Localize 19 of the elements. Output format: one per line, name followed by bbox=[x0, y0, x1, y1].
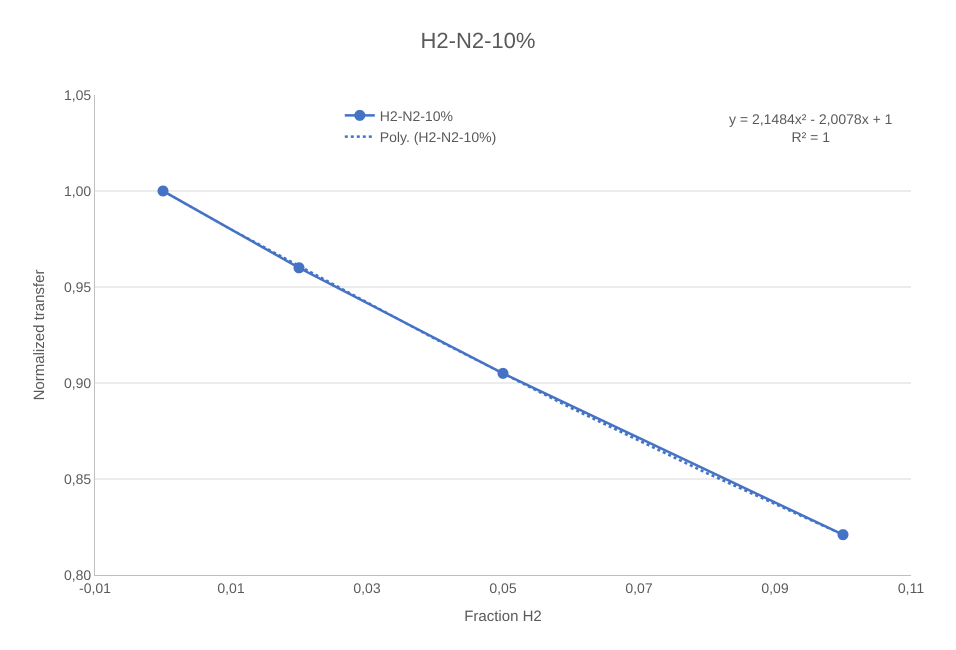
legend-label: H2-N2-10% bbox=[380, 108, 453, 124]
chart-title: H2-N2-10% bbox=[420, 28, 536, 53]
y-tick-label: 0,90 bbox=[64, 374, 92, 391]
point bbox=[158, 186, 168, 196]
legend-label: Poly. (H2-N2-10%) bbox=[380, 129, 496, 146]
x-axis-title: Fraction H2 bbox=[464, 608, 542, 625]
y-tick-label: 1,00 bbox=[64, 182, 92, 199]
point bbox=[838, 529, 848, 540]
y-tick-label: 0,95 bbox=[64, 278, 92, 295]
x-tick-label: 0,03 bbox=[353, 580, 381, 596]
x-tick-label: 0,07 bbox=[625, 580, 653, 596]
x-tick-label: 0,11 bbox=[898, 580, 924, 596]
x-tick-label: 0,05 bbox=[489, 580, 517, 596]
x-tick-label: 0,09 bbox=[761, 580, 789, 596]
y-tick-label: 0,85 bbox=[64, 470, 92, 487]
y-tick-label: 1,05 bbox=[64, 86, 92, 103]
annotation: y = 2,1484x² - 2,0078x + 1 R² = 1 bbox=[729, 111, 893, 146]
y-axis-title: Normalized transfer bbox=[31, 270, 48, 400]
x-tick-label: 0,01 bbox=[217, 580, 245, 596]
